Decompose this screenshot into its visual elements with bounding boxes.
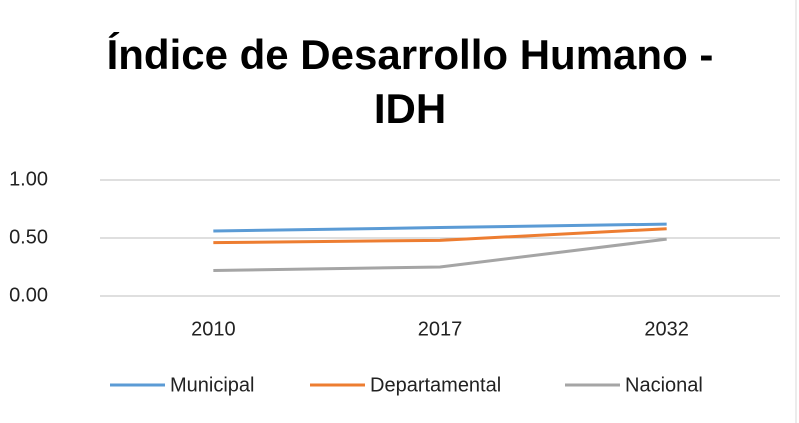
y-tick-label: 0.00 <box>9 284 48 306</box>
legend-label: Departamental <box>370 374 501 396</box>
y-tick-label: 1.00 <box>9 168 48 190</box>
line <box>213 227 667 245</box>
x-tick-label: 2010 <box>191 318 236 340</box>
chart-title: Índice de Desarrollo Humano - IDH <box>106 31 714 132</box>
line <box>213 222 667 233</box>
x-tick-label: 2032 <box>644 318 689 340</box>
legend-label: Municipal <box>170 374 254 396</box>
legend-label: Nacional <box>625 374 703 396</box>
x-tick-label: 2017 <box>418 318 463 340</box>
y-tick-label: 0.50 <box>9 226 48 248</box>
line <box>213 237 667 272</box>
